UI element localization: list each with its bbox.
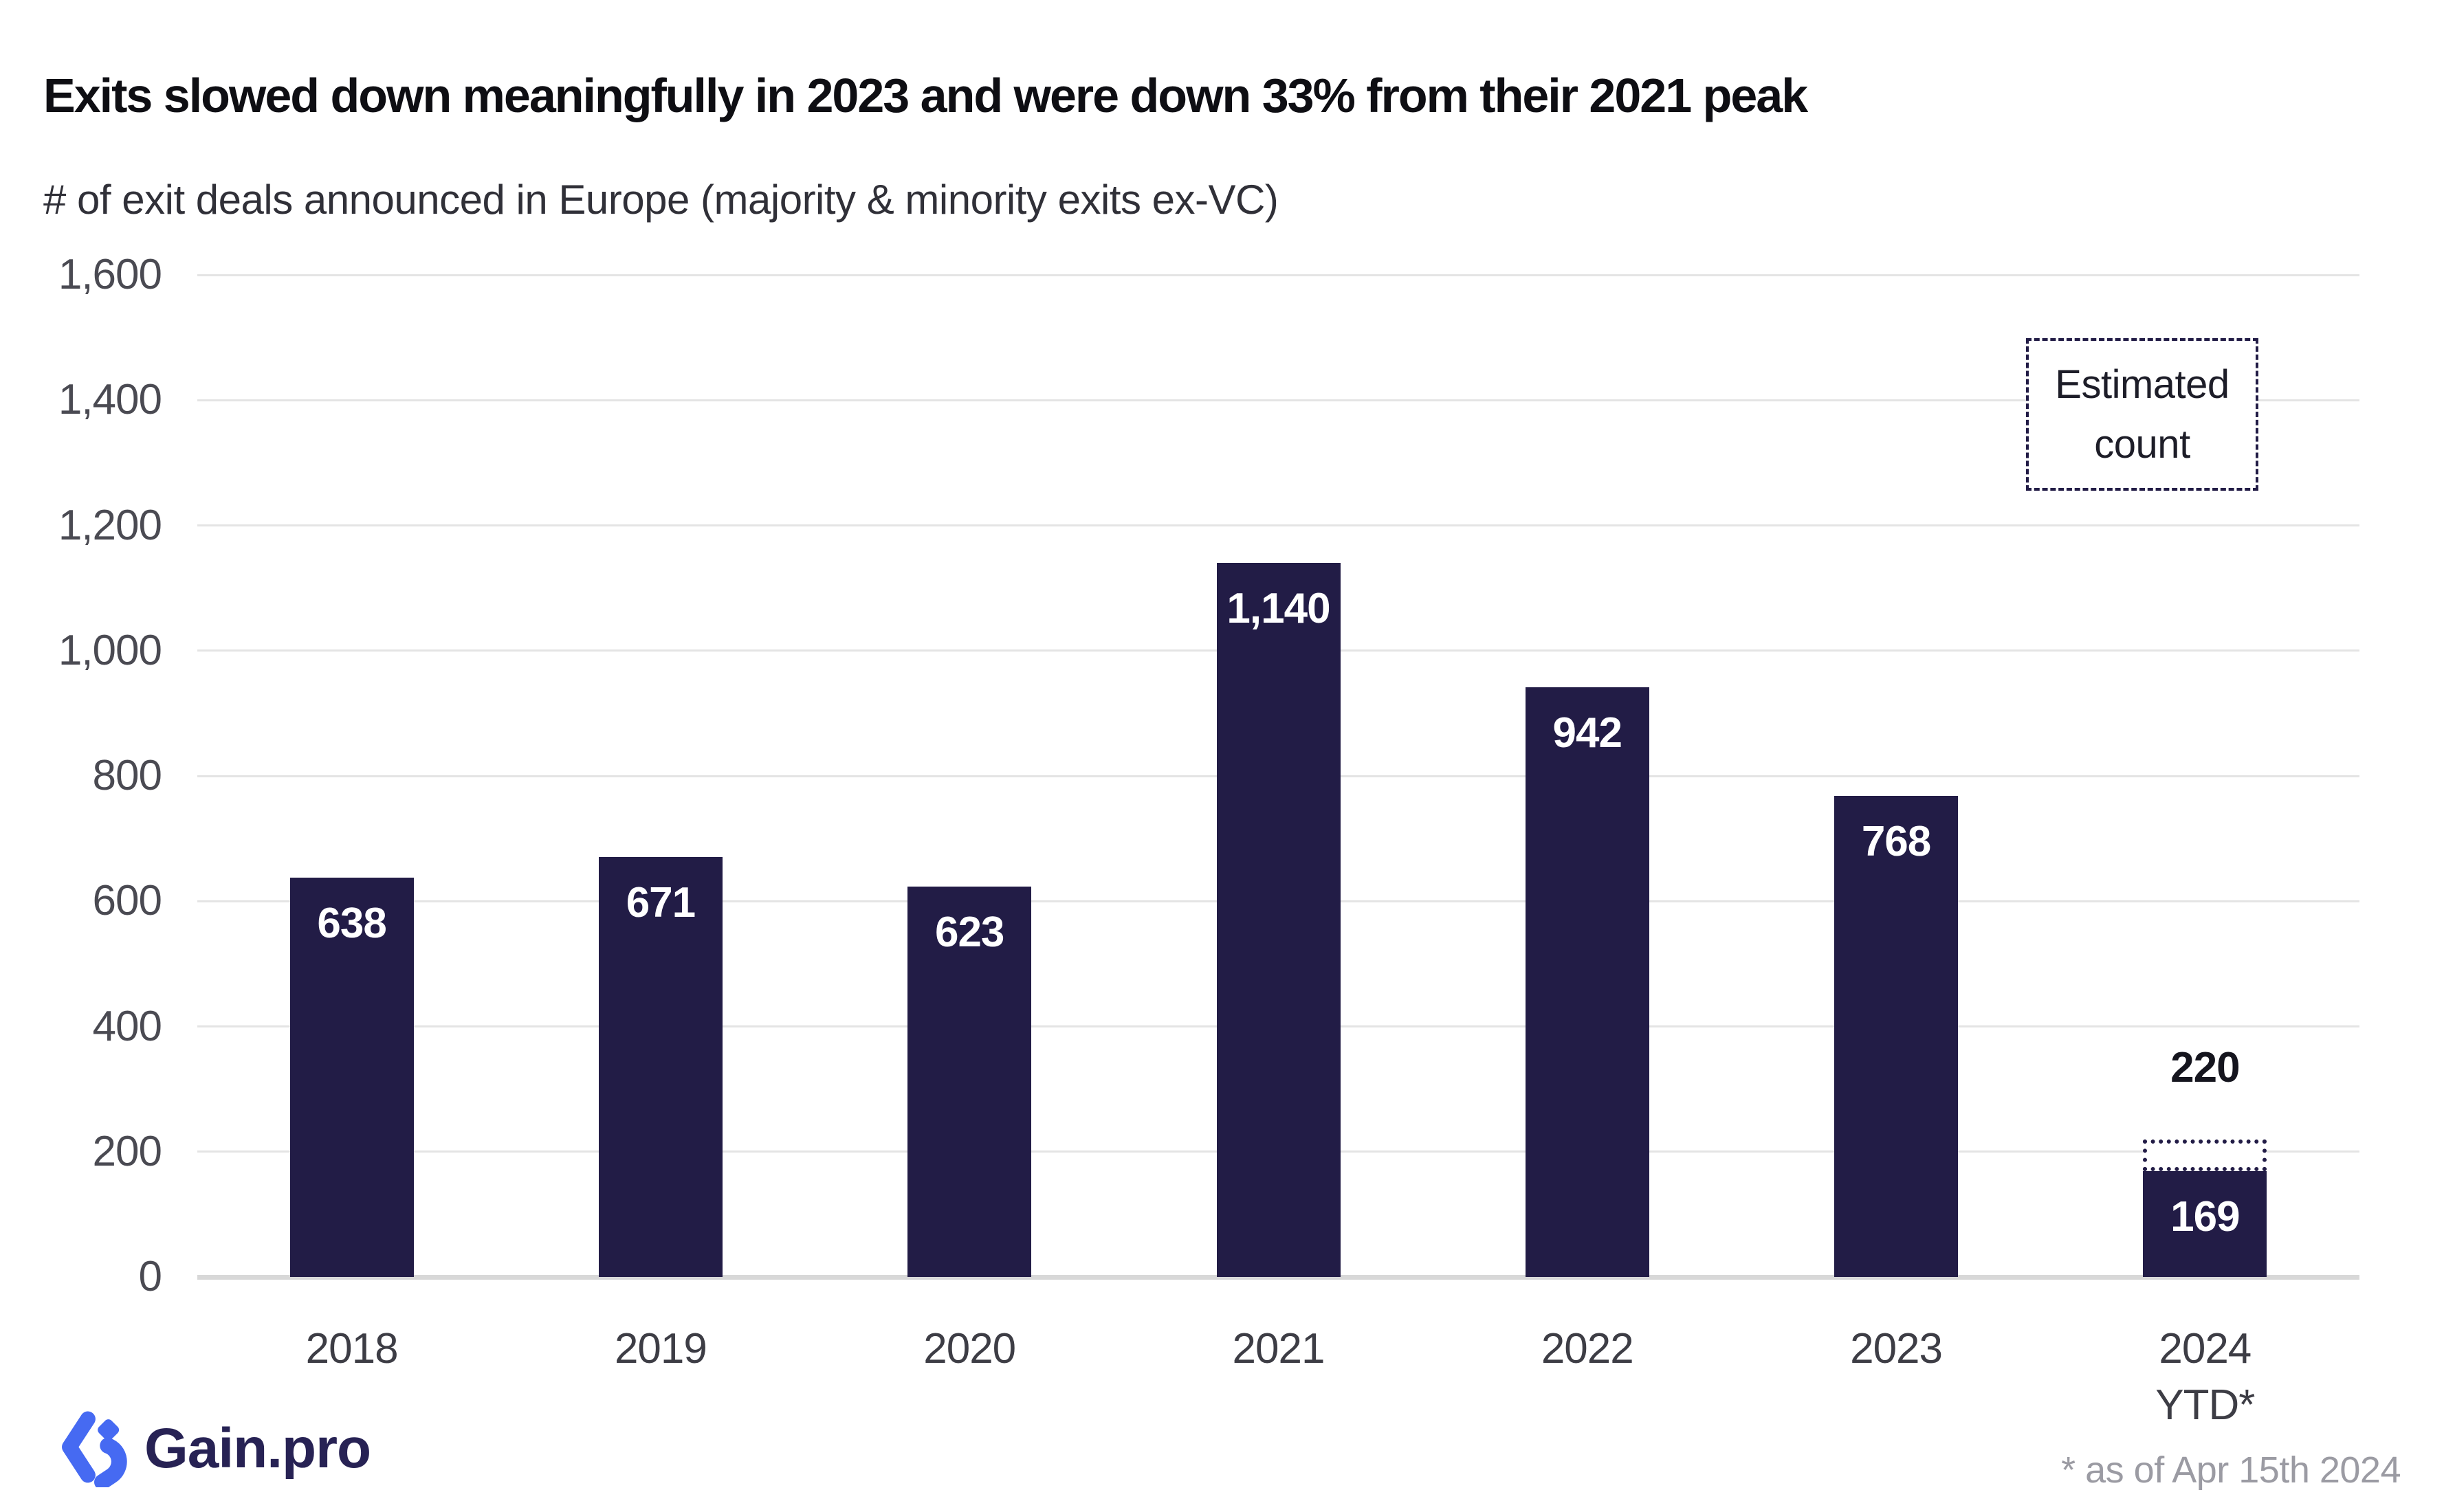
bar-2021 bbox=[1216, 563, 1341, 1277]
x-axis-label-line: 2024 bbox=[2159, 1325, 2252, 1372]
x-axis-label-line: YTD* bbox=[2155, 1381, 2255, 1430]
x-axis-label-line: 2018 bbox=[305, 1325, 399, 1372]
bar-2020 bbox=[907, 887, 1032, 1277]
y-axis-tick-label: 400 bbox=[92, 1002, 162, 1050]
page-title: Exits slowed down meaningfully in 2023 a… bbox=[43, 68, 1808, 122]
bar-2019 bbox=[598, 856, 723, 1277]
bar-2024 bbox=[2143, 1170, 2267, 1277]
bar-value-label: 671 bbox=[626, 878, 696, 926]
bar-value-label: 1,140 bbox=[1226, 585, 1330, 633]
gainpro-logo-text: Gain.pro bbox=[144, 1417, 371, 1480]
page-subtitle: # of exit deals announced in Europe (maj… bbox=[43, 177, 1279, 223]
legend-estimated-count: Estimated count bbox=[2026, 338, 2258, 491]
gridline-1200 bbox=[197, 524, 2359, 526]
x-axis-baseline bbox=[197, 1274, 2359, 1280]
bar-value-label: 638 bbox=[317, 899, 386, 947]
x-axis-label-line: 2020 bbox=[923, 1325, 1016, 1372]
estimated-count-box bbox=[2143, 1139, 2267, 1171]
gainpro-logo-icon bbox=[62, 1411, 127, 1487]
estimated-count-label: 220 bbox=[2170, 1043, 2240, 1091]
bar-value-label: 623 bbox=[934, 909, 1004, 957]
x-axis-label-line: 2021 bbox=[1232, 1325, 1325, 1372]
y-axis-tick-label: 1,600 bbox=[58, 251, 162, 298]
x-axis-label-2023: 2023 bbox=[1850, 1321, 1943, 1377]
x-axis-label-2018: 2018 bbox=[305, 1321, 399, 1377]
y-axis-tick-label: 200 bbox=[92, 1127, 162, 1175]
x-axis-label-2024: 2024 YTD* bbox=[2155, 1321, 2255, 1434]
y-axis-tick-label: 800 bbox=[92, 752, 162, 799]
x-axis-label-line: 2019 bbox=[614, 1325, 707, 1372]
bar-2023 bbox=[1834, 796, 1959, 1277]
legend-label-line2: count bbox=[2094, 422, 2190, 467]
x-axis-label-2022: 2022 bbox=[1541, 1321, 1634, 1377]
bar-value-label: 169 bbox=[2170, 1192, 2240, 1241]
x-axis-label-2019: 2019 bbox=[615, 1321, 707, 1377]
bar-value-label: 942 bbox=[1552, 709, 1622, 757]
bar-value-label: 768 bbox=[1861, 818, 1931, 866]
footnote: * as of Apr 15th 2024 bbox=[2061, 1449, 2401, 1491]
gridline-1600 bbox=[197, 274, 2359, 276]
legend-label-line1: Estimated bbox=[2055, 362, 2230, 407]
y-axis-tick-label: 1,400 bbox=[58, 376, 162, 424]
y-axis-tick-label: 1,200 bbox=[58, 501, 162, 549]
y-axis-tick-label: 1,000 bbox=[58, 626, 162, 674]
gridline-1400 bbox=[197, 399, 2359, 401]
x-axis-label-2020: 2020 bbox=[923, 1321, 1016, 1377]
bar-2018 bbox=[289, 877, 414, 1277]
bar-2022 bbox=[1525, 687, 1649, 1277]
x-axis-label-2021: 2021 bbox=[1233, 1321, 1325, 1377]
x-axis-label-line: 2022 bbox=[1541, 1325, 1634, 1372]
y-axis-tick-label: 0 bbox=[138, 1253, 162, 1300]
y-axis-tick-label: 600 bbox=[92, 877, 162, 925]
gainpro-logo: Gain.pro bbox=[54, 1410, 371, 1487]
legend-label: Estimated count bbox=[2055, 355, 2230, 474]
x-axis-label-line: 2023 bbox=[1850, 1325, 1943, 1372]
